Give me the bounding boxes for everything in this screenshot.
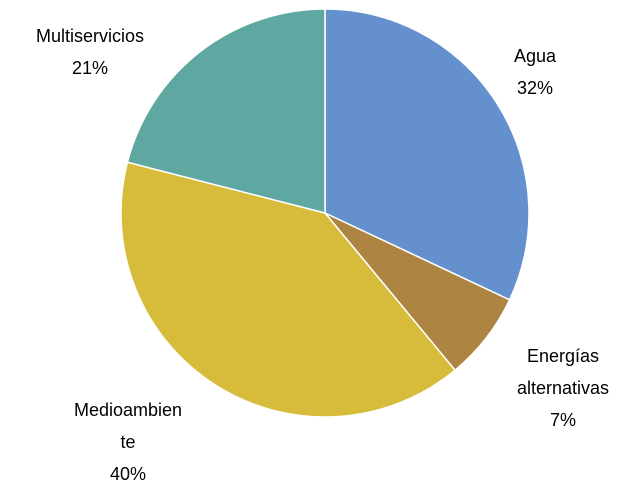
slice-category-label: Multiservicios — [36, 26, 144, 46]
pie-slice — [324, 8, 530, 301]
slice-value-label: 7% — [550, 410, 576, 430]
slice-category-label: Medioambien te — [74, 400, 182, 452]
slice-value-label: 21% — [72, 58, 108, 78]
pie-slice — [120, 161, 457, 418]
slice-category-label: Energías alternativas — [517, 346, 609, 398]
slice-category-label: Agua — [514, 46, 557, 66]
pie-slice — [126, 8, 326, 214]
slice-value-label: 40% — [110, 464, 146, 484]
slice-value-label: 32% — [517, 78, 553, 98]
